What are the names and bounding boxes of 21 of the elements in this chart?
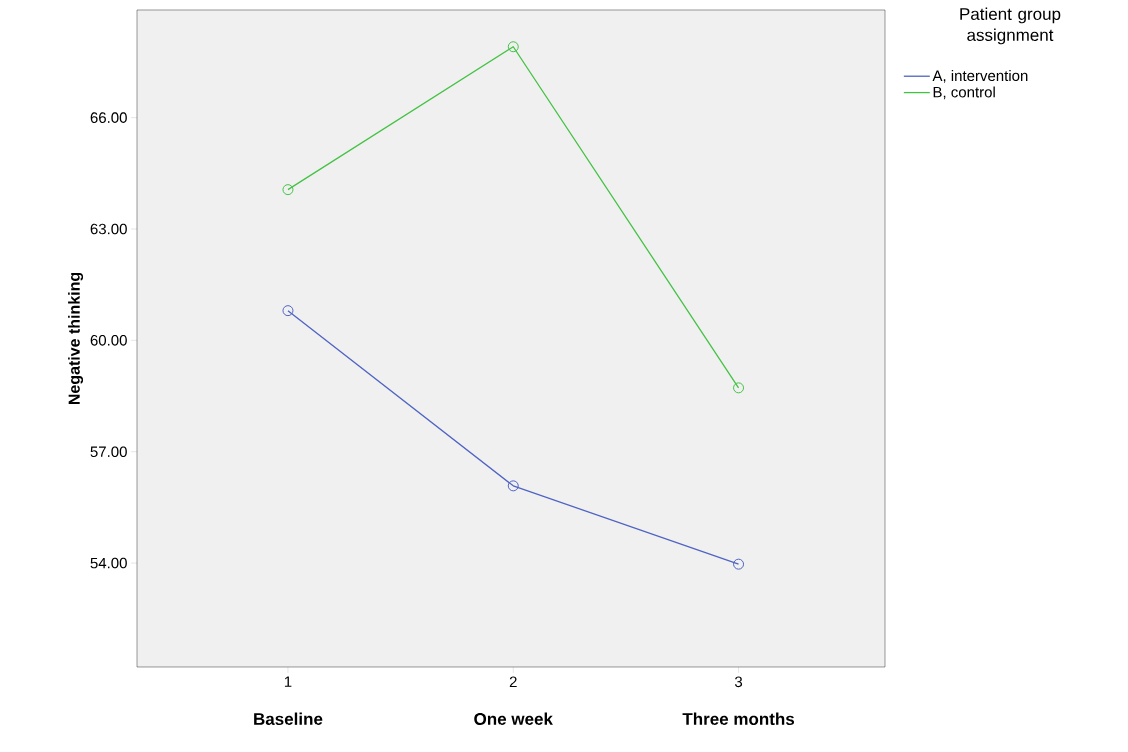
y-tick-label: 60.00 [90,335,127,346]
y-tick-label: 57.00 [90,446,127,457]
legend-label: B, control [933,86,995,100]
point [507,41,519,53]
point [733,558,745,570]
legend-label: A, intervention [932,70,1028,83]
x-tick-label: 1 [284,676,292,687]
text: Baseline [254,712,323,726]
text: One week [474,712,553,726]
point [282,184,294,196]
text: Three months [682,712,795,726]
legend-title: Patient group assignment [960,7,1061,45]
point [733,382,745,394]
y-tick-label: 63.00 [90,223,127,235]
point [507,480,519,492]
point [282,305,294,317]
x-tick-label: 3 [734,676,743,688]
x-tick-label: 2 [509,676,517,687]
y-axis-title: Negative thinking [68,272,84,405]
y-tick-label: 54.00 [90,557,127,569]
y-tick-label: 66.00 [90,112,127,123]
